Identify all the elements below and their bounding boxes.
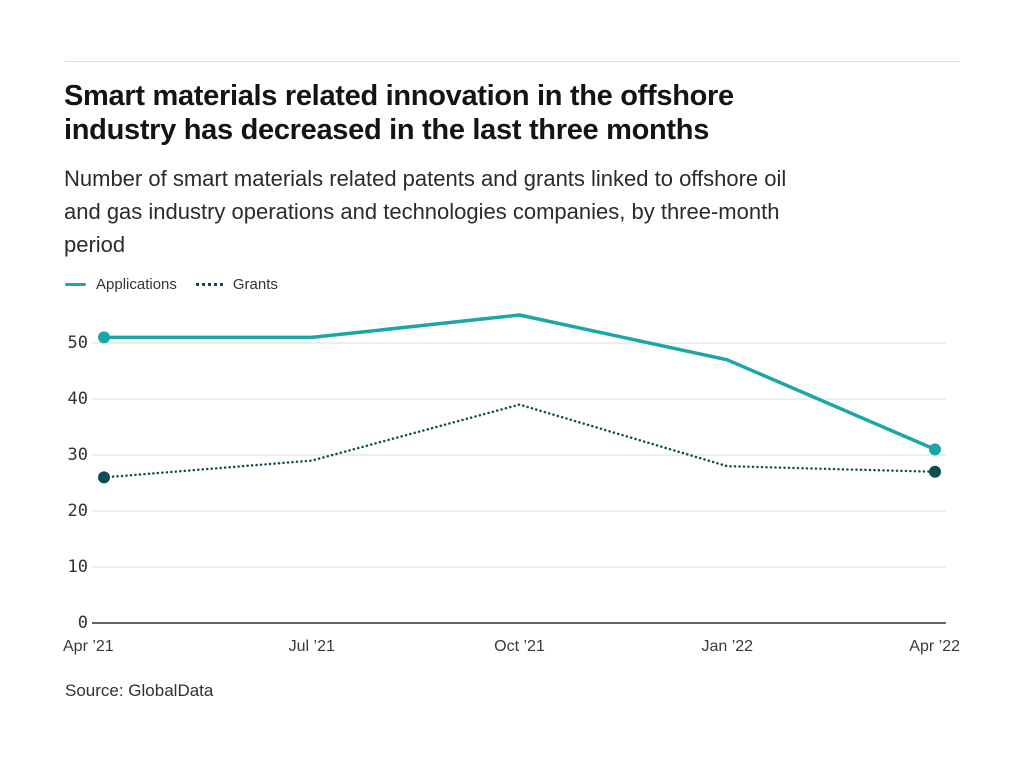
page-title-line-1: Smart materials related innovation in th… bbox=[64, 80, 734, 112]
y-tick-label: 40 bbox=[68, 389, 88, 409]
endpoint-marker-grants bbox=[98, 471, 110, 484]
chart-legend: Applications Grants bbox=[65, 276, 278, 293]
source-text: Source: GlobalData bbox=[65, 681, 214, 700]
series-line-applications bbox=[102, 313, 937, 452]
y-tick-label: 20 bbox=[68, 501, 88, 521]
y-tick-label: 0 bbox=[78, 613, 88, 633]
series-line-grants bbox=[102, 403, 937, 479]
x-tick-label: Jul ’21 bbox=[289, 638, 335, 655]
page-subtitle-line-3: period bbox=[64, 232, 126, 257]
endpoint-marker-applications bbox=[929, 443, 941, 456]
page-title: Smart materials related innovation in th… bbox=[64, 79, 734, 147]
legend-swatch-grants bbox=[195, 283, 223, 286]
y-tick-label: 50 bbox=[68, 333, 88, 353]
page-subtitle-line-2: and gas industry operations and technolo… bbox=[64, 199, 780, 224]
legend-swatch-applications bbox=[65, 283, 86, 286]
x-tick-label: Apr ’21 bbox=[63, 638, 114, 655]
legend-item-applications: Applications bbox=[65, 276, 177, 293]
x-tick-label: Oct ’21 bbox=[494, 638, 545, 655]
legend-label-applications: Applications bbox=[96, 276, 177, 293]
endpoint-marker-grants bbox=[929, 465, 941, 478]
top-divider bbox=[65, 61, 960, 62]
legend-label-grants: Grants bbox=[232, 276, 278, 293]
endpoint-marker-applications bbox=[98, 331, 110, 344]
page-subtitle-line-1: Number of smart materials related patent… bbox=[64, 166, 787, 191]
x-tick-label: Jan ’22 bbox=[701, 638, 753, 655]
page-title-line-2: industry has decreased in the last three… bbox=[64, 114, 710, 146]
y-tick-label: 30 bbox=[68, 445, 88, 465]
page-subtitle: Number of smart materials related patent… bbox=[64, 162, 786, 261]
x-tick-label: Apr ’22 bbox=[909, 638, 960, 655]
y-tick-label: 10 bbox=[68, 557, 88, 577]
legend-item-grants: Grants bbox=[195, 276, 278, 293]
